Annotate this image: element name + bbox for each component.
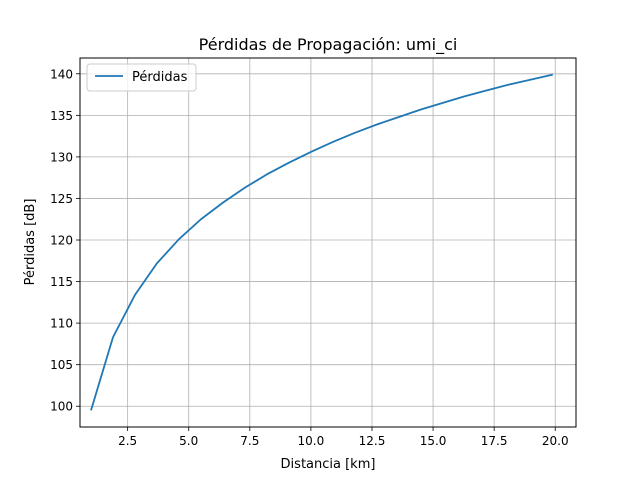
x-tick-label: 12.5 xyxy=(359,434,386,448)
legend-label-perdidas: Pérdidas xyxy=(132,70,188,85)
series-layer xyxy=(90,73,553,411)
plot-frame xyxy=(79,57,577,428)
x-tick-label: 2.5 xyxy=(118,434,137,448)
x-tick-label: 15.0 xyxy=(420,434,447,448)
y-tick-label: 105 xyxy=(50,358,73,372)
x-tick-label: 20.0 xyxy=(542,434,569,448)
y-tick-label: 120 xyxy=(50,234,73,248)
y-axis: 100 105 110 115 120 125 130 135 140 xyxy=(50,67,80,414)
chart-title: Pérdidas de Propagación: umi_ci xyxy=(199,35,458,55)
y-tick-label: 130 xyxy=(50,150,73,164)
y-tick-label: 100 xyxy=(50,400,73,414)
x-tick-label: 10.0 xyxy=(298,434,325,448)
series-line-perdidas xyxy=(90,73,553,411)
y-tick-label: 115 xyxy=(50,275,73,289)
x-tick-label: 5.0 xyxy=(179,434,198,448)
y-tick-label: 110 xyxy=(50,317,73,331)
x-axis-label: Distancia [km] xyxy=(281,457,376,472)
x-tick-label: 7.5 xyxy=(240,434,259,448)
legend-box xyxy=(86,63,197,92)
x-axis: 2.5 5.0 7.5 10.0 12.5 15.0 17.5 20.0 xyxy=(118,427,569,448)
y-tick-label: 140 xyxy=(50,67,73,81)
grid xyxy=(80,58,576,427)
y-tick-label: 135 xyxy=(50,109,73,123)
y-tick-label: 125 xyxy=(50,192,73,206)
legend: Pérdidas xyxy=(86,63,197,92)
x-tick-label: 17.5 xyxy=(481,434,508,448)
y-axis-label: Pérdidas [dB] xyxy=(23,199,38,286)
